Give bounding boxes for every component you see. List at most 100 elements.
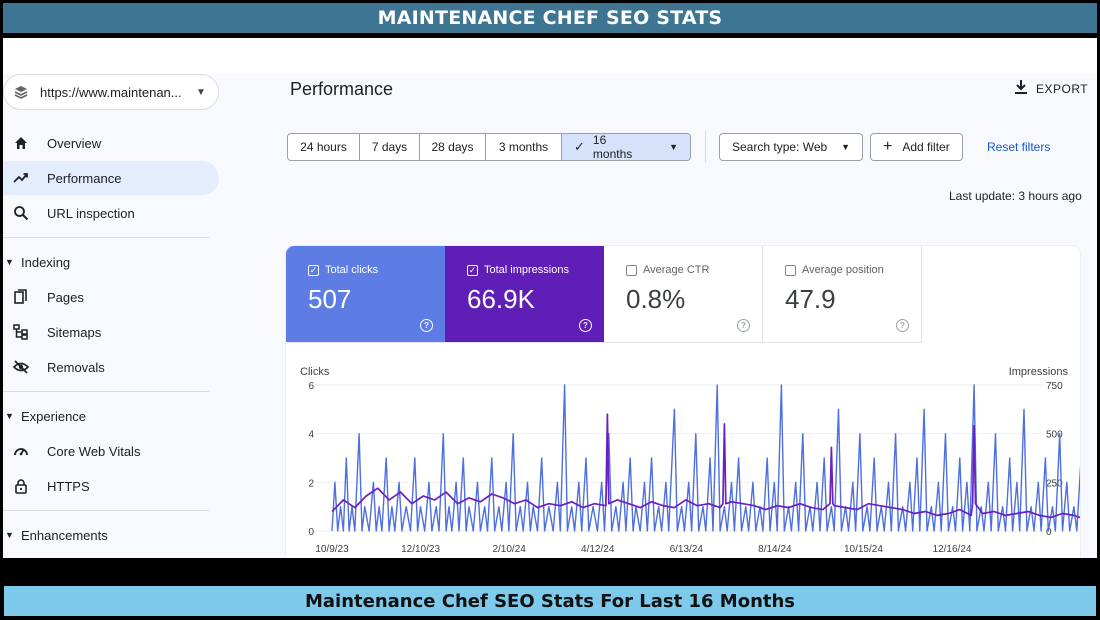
help-icon[interactable]: ? [896, 319, 909, 332]
add-filter-label: Add filter [902, 140, 950, 154]
right-axis-title: Impressions [1009, 366, 1069, 378]
sidebar-divider [3, 391, 209, 392]
x-tick-label: 4/12/24 [581, 544, 615, 555]
section-experience[interactable]: ▼ Experience [3, 403, 86, 429]
sidebar-item-label: Overview [47, 135, 102, 151]
sidebar-item-sitemaps[interactable]: Sitemaps [3, 315, 219, 349]
metric-label: Average position [802, 264, 884, 276]
left-tick-label: 2 [308, 478, 314, 489]
x-tick-label: 10/9/23 [315, 544, 349, 555]
metric-average-position[interactable]: Average position 47.9 ? [763, 246, 922, 342]
sidebar-item-label: Core Web Vitals [47, 443, 141, 459]
export-button[interactable]: EXPORT [1014, 79, 1088, 98]
metric-value: 66.9K [467, 284, 535, 314]
sidebar-item-url-inspection[interactable]: URL inspection [3, 196, 219, 230]
collapse-triangle-icon: ▼ [5, 530, 14, 540]
x-tick-label: 2/10/24 [492, 544, 526, 555]
bottom-banner-caption: Maintenance Chef SEO Stats For Last 16 M… [304, 590, 796, 612]
collapse-triangle-icon: ▼ [5, 411, 14, 421]
sidebar-item-removals[interactable]: Removals [3, 350, 219, 384]
sidebar-item-label: HTTPS [47, 478, 90, 494]
sidebar-item-label: URL inspection [47, 205, 135, 221]
impressions-series-line [331, 413, 1080, 519]
checkbox-checked-icon[interactable]: ✓ [308, 264, 319, 276]
metric-value: 47.9 [785, 284, 836, 314]
eye-off-icon [11, 357, 31, 377]
range-16-months-button[interactable]: ✓ 16 months ▼ [562, 133, 690, 161]
metric-total-clicks[interactable]: ✓ Total clicks 507 ? [286, 246, 445, 342]
right-tick-label: 0 [1046, 527, 1052, 538]
add-filter-button[interactable]: + Add filter [870, 133, 963, 161]
sitemap-icon [11, 322, 31, 342]
sidebar-item-label: Sitemaps [47, 324, 102, 340]
checkbox-unchecked-icon[interactable] [785, 264, 796, 276]
section-label: Experience [21, 408, 87, 424]
last-update-text: Last update: 3 hours ago [949, 189, 1082, 203]
property-icon [12, 83, 30, 101]
collapse-triangle-icon: ▼ [5, 257, 14, 267]
pages-icon [11, 287, 31, 307]
chevron-down-icon: ▼ [196, 86, 206, 98]
metric-label: Total impressions [484, 264, 569, 276]
metric-value: 0.8% [626, 284, 686, 314]
right-tick-label: 250 [1046, 478, 1063, 489]
reset-filters-link[interactable]: Reset filters [987, 140, 1051, 154]
search-type-label: Search type: Web [732, 140, 828, 154]
sidebar-item-core-web-vitals[interactable]: Core Web Vitals [3, 434, 219, 468]
left-tick-label: 4 [308, 430, 314, 441]
range-24-hours-button[interactable]: 24 hours [288, 134, 360, 160]
x-tick-label: 12/10/23 [401, 544, 440, 555]
section-indexing[interactable]: ▼ Indexing [3, 249, 70, 275]
search-type-dropdown[interactable]: Search type: Web ▼ [719, 133, 864, 161]
download-icon [1014, 79, 1028, 98]
lock-icon [11, 476, 31, 496]
search-icon [11, 203, 31, 223]
sidebar-item-https[interactable]: HTTPS [3, 469, 219, 503]
sidebar-item-label: Removals [47, 359, 105, 375]
performance-card: Clicks Impressions 6 4 2 0 750 500 250 0 10/9/23 12… [286, 246, 1080, 558]
range-7-days-button[interactable]: 7 days [360, 134, 420, 160]
check-icon: ✓ [574, 139, 585, 154]
property-selector[interactable]: https://www.maintenan... ▼ [3, 74, 219, 110]
clicks-series-line [331, 384, 1080, 532]
range-3-months-button[interactable]: 3 months [486, 134, 562, 160]
checkbox-unchecked-icon[interactable] [626, 264, 637, 276]
section-label: Enhancements [21, 527, 108, 543]
filter-separator [705, 131, 706, 163]
sidebar-item-label: Pages [47, 289, 84, 305]
x-tick-label: 12/16/24 [933, 544, 972, 555]
checkbox-checked-icon[interactable]: ✓ [467, 264, 478, 276]
help-icon[interactable]: ? [737, 319, 750, 332]
metric-average-ctr[interactable]: Average CTR 0.8% ? [604, 246, 763, 342]
sidebar-item-overview[interactable]: Overview [3, 126, 219, 160]
metric-label: Average CTR [643, 264, 710, 276]
metric-label: Total clicks [325, 264, 379, 276]
range-28-days-button[interactable]: 28 days [420, 134, 486, 160]
sidebar-item-label: Performance [47, 170, 122, 186]
sidebar-item-pages[interactable]: Pages [3, 280, 219, 314]
x-tick-label: 6/13/24 [670, 544, 704, 555]
range-16-months-label: 16 months [592, 133, 633, 161]
trending-up-icon [11, 168, 31, 188]
bottom-banner: Maintenance Chef SEO Stats For Last 16 M… [0, 582, 1100, 620]
section-label: Indexing [21, 254, 71, 270]
top-banner: MAINTENANCE CHEF SEO STATS [0, 0, 1100, 36]
chevron-down-icon: ▼ [669, 142, 678, 152]
sidebar-divider [3, 510, 209, 511]
sidebar-divider [3, 237, 209, 238]
help-icon[interactable]: ? [420, 319, 433, 332]
metric-divider [286, 342, 922, 343]
left-tick-label: 0 [308, 527, 314, 538]
left-axis-title: Clicks [300, 366, 330, 378]
property-url: https://www.maintenan... [40, 84, 182, 100]
section-enhancements[interactable]: ▼ Enhancements [3, 522, 108, 548]
help-icon[interactable]: ? [579, 319, 592, 332]
metric-total-impressions[interactable]: ✓ Total impressions 66.9K ? [445, 246, 604, 342]
sidebar-item-performance[interactable]: Performance [3, 161, 219, 195]
left-tick-label: 6 [308, 381, 314, 392]
plus-icon: + [883, 138, 893, 155]
right-tick-label: 500 [1046, 430, 1063, 441]
chevron-down-icon: ▼ [841, 142, 851, 152]
home-icon [11, 133, 31, 153]
